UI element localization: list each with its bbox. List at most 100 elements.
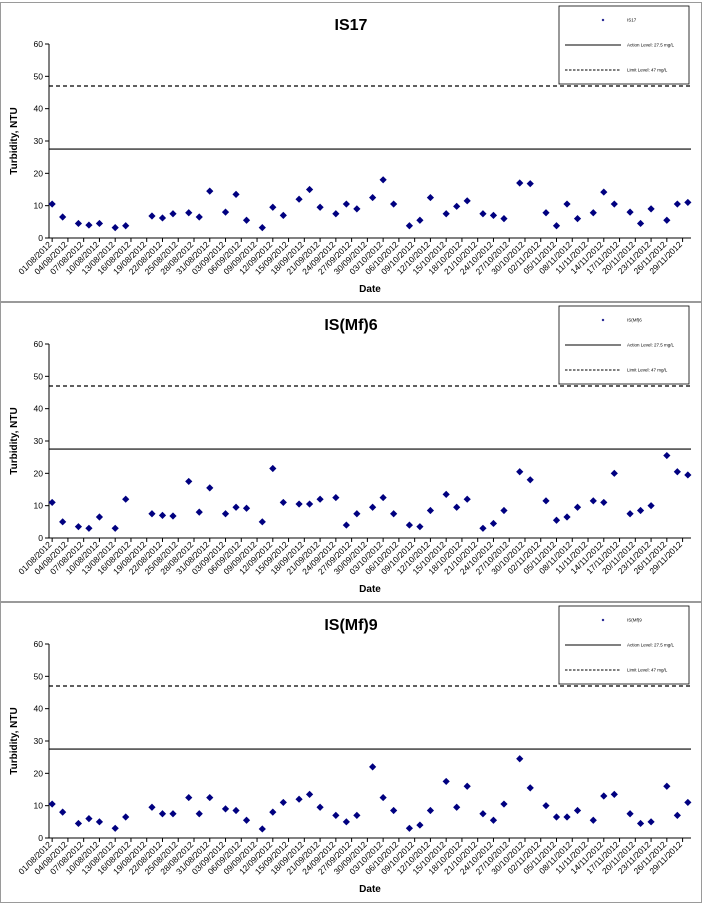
data-point xyxy=(426,806,435,815)
data-point xyxy=(600,188,608,196)
x-axis-label: Date xyxy=(359,284,381,295)
x-axis-label: Date xyxy=(359,584,381,595)
data-point xyxy=(316,203,324,211)
data-point xyxy=(342,818,350,826)
data-point xyxy=(279,798,287,807)
data-point xyxy=(626,810,634,818)
y-tick-label: 60 xyxy=(34,339,44,349)
data-point xyxy=(258,825,266,833)
y-tick-label: 0 xyxy=(38,233,43,243)
data-point xyxy=(169,210,177,218)
data-point xyxy=(463,197,471,205)
data-point xyxy=(74,523,83,531)
data-point xyxy=(442,490,450,498)
data-point xyxy=(647,205,655,213)
data-point xyxy=(489,211,498,219)
data-point xyxy=(516,179,524,187)
data-point xyxy=(600,792,608,800)
legend-label: IS(Mf)6 xyxy=(627,318,642,323)
data-point xyxy=(673,811,681,819)
data-point xyxy=(416,523,424,531)
data-point xyxy=(221,208,230,216)
data-point xyxy=(647,502,655,510)
data-point xyxy=(369,193,377,202)
data-point xyxy=(258,518,266,526)
data-point xyxy=(269,464,277,473)
legend-marker xyxy=(601,618,605,622)
data-point xyxy=(195,213,203,221)
data-point xyxy=(95,818,104,826)
data-point xyxy=(542,497,550,505)
y-tick-label: 50 xyxy=(34,671,44,681)
data-point xyxy=(206,484,214,492)
data-point xyxy=(59,518,67,526)
data-point xyxy=(552,813,561,821)
data-point xyxy=(242,216,251,224)
y-tick-label: 30 xyxy=(34,436,44,446)
data-point xyxy=(600,498,608,507)
chart-svg: IS(Mf)9010203040506001/08/201204/08/2012… xyxy=(9,605,692,895)
legend-label: Limit Level: 47 mg/L xyxy=(627,368,668,373)
data-point xyxy=(610,200,618,208)
data-point xyxy=(405,824,414,832)
chart-title: IS(Mf)9 xyxy=(324,617,377,634)
data-point xyxy=(516,755,524,763)
data-point xyxy=(526,784,534,792)
data-point xyxy=(295,195,303,203)
data-point xyxy=(74,219,83,228)
y-tick-label: 60 xyxy=(34,639,44,649)
data-point xyxy=(647,818,655,826)
data-point xyxy=(489,519,498,528)
chart-panel-ismf9: IS(Mf)9 0 10 20 30 40 50 60 01/08/2012 04/08/2012… xyxy=(0,602,702,903)
chart-title: IS17 xyxy=(335,17,368,34)
y-tick-label: 20 xyxy=(34,468,44,478)
data-point xyxy=(122,813,130,821)
data-point xyxy=(663,216,671,224)
data-point xyxy=(453,202,461,210)
data-point xyxy=(85,221,93,229)
data-point xyxy=(463,495,471,503)
y-tick-label: 20 xyxy=(34,768,44,778)
data-point xyxy=(316,803,324,811)
data-point xyxy=(453,503,461,511)
data-point xyxy=(185,793,193,802)
data-point xyxy=(453,803,461,811)
data-point xyxy=(59,808,67,816)
chart-title: IS(Mf)6 xyxy=(324,317,377,334)
data-point xyxy=(242,816,251,824)
data-point xyxy=(416,216,424,224)
data-point xyxy=(673,468,681,476)
data-point xyxy=(305,790,314,798)
data-point xyxy=(552,222,561,230)
data-point xyxy=(463,782,471,790)
data-point xyxy=(74,819,83,828)
data-point xyxy=(589,209,597,217)
data-point xyxy=(573,503,582,511)
data-point xyxy=(221,805,230,813)
data-point xyxy=(573,215,582,223)
data-point xyxy=(342,200,350,208)
data-point xyxy=(111,824,119,832)
data-point xyxy=(500,800,508,808)
data-point xyxy=(500,215,508,223)
data-point xyxy=(526,476,534,484)
data-point xyxy=(426,193,435,202)
data-point xyxy=(353,510,361,518)
data-point xyxy=(489,816,498,824)
data-point xyxy=(185,477,193,486)
data-point xyxy=(663,451,671,460)
data-point xyxy=(148,212,156,220)
data-point xyxy=(342,521,350,529)
data-point xyxy=(122,222,130,230)
data-point xyxy=(636,819,645,828)
data-point xyxy=(269,203,277,211)
data-point xyxy=(48,498,56,507)
data-point xyxy=(369,763,377,771)
legend-label: Action Level: 27.5 mg/L xyxy=(627,343,675,348)
data-point xyxy=(426,506,435,515)
y-tick-label: 0 xyxy=(38,533,43,543)
data-point xyxy=(48,200,56,208)
y-axis-label: Turbidity, NTU xyxy=(9,707,20,774)
legend-label: Action Level: 27.5 mg/L xyxy=(627,643,675,648)
data-point xyxy=(552,516,561,524)
